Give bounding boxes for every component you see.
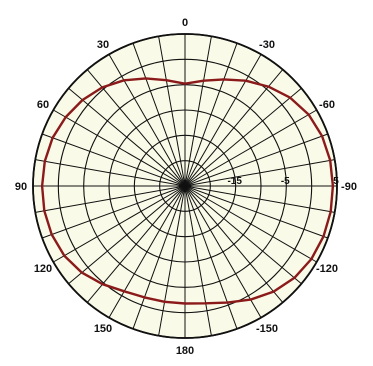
grid-spoke (158, 185, 186, 336)
grid-spoke (184, 185, 317, 263)
radial-tick-label: -5 (281, 176, 290, 187)
grid-spoke (184, 185, 238, 330)
grid-spoke (41, 133, 186, 187)
grid-spoke (184, 159, 335, 187)
angle-tick-label: 90 (15, 181, 27, 193)
plot-boundary (32, 33, 338, 339)
grid-spoke (68, 185, 186, 285)
grid-spoke (132, 185, 186, 330)
polar-grid (32, 33, 338, 339)
grid-spoke (184, 42, 238, 187)
angle-tick-label: 180 (176, 345, 194, 357)
angle-tick-label: 150 (94, 323, 112, 335)
series-line (40, 77, 335, 305)
grid-spoke (184, 36, 212, 187)
angle-tick-label: -120 (316, 263, 338, 275)
angle-tick-label: 60 (37, 99, 49, 111)
grid-spoke (132, 42, 186, 187)
grid-spoke (53, 185, 186, 263)
grid-spoke (86, 185, 186, 303)
angle-tick-label: -60 (319, 99, 335, 111)
grid-spoke (108, 185, 186, 318)
grid-spoke (35, 185, 186, 213)
angle-tick-label: 0 (182, 17, 188, 29)
angle-tick-label: 120 (34, 263, 52, 275)
grid-spoke (184, 185, 329, 239)
angle-tick-label: -30 (259, 39, 275, 51)
grid-spoke (68, 87, 186, 187)
grid-spoke (184, 133, 329, 187)
label-layer: 0 30 60 90 120 150 180 -150 -120 -90 -60 -30 -15 -5 5 (15, 17, 357, 357)
grid-spoke (184, 185, 212, 336)
grid-spoke (184, 69, 284, 187)
grid-spoke (184, 54, 262, 187)
grid-spoke (184, 109, 317, 187)
grid-spoke (184, 87, 302, 187)
radial-tick-label: 5 (333, 176, 339, 187)
grid-spoke (184, 185, 302, 285)
grid-spoke (35, 159, 186, 187)
grid-spoke (41, 185, 186, 239)
grid-spoke (184, 185, 335, 213)
angle-tick-label: 30 (97, 39, 109, 51)
radial-tick-label: -15 (227, 176, 242, 187)
grid-spoke (108, 54, 186, 187)
angle-tick-label: -90 (341, 181, 357, 193)
series-layer (40, 77, 335, 305)
angle-tick-label: -150 (256, 323, 278, 335)
grid-spoke (53, 109, 186, 187)
grid-spoke (184, 185, 284, 303)
grid-spoke (184, 185, 262, 318)
grid-spoke (158, 36, 186, 187)
grid-spoke (86, 69, 186, 187)
